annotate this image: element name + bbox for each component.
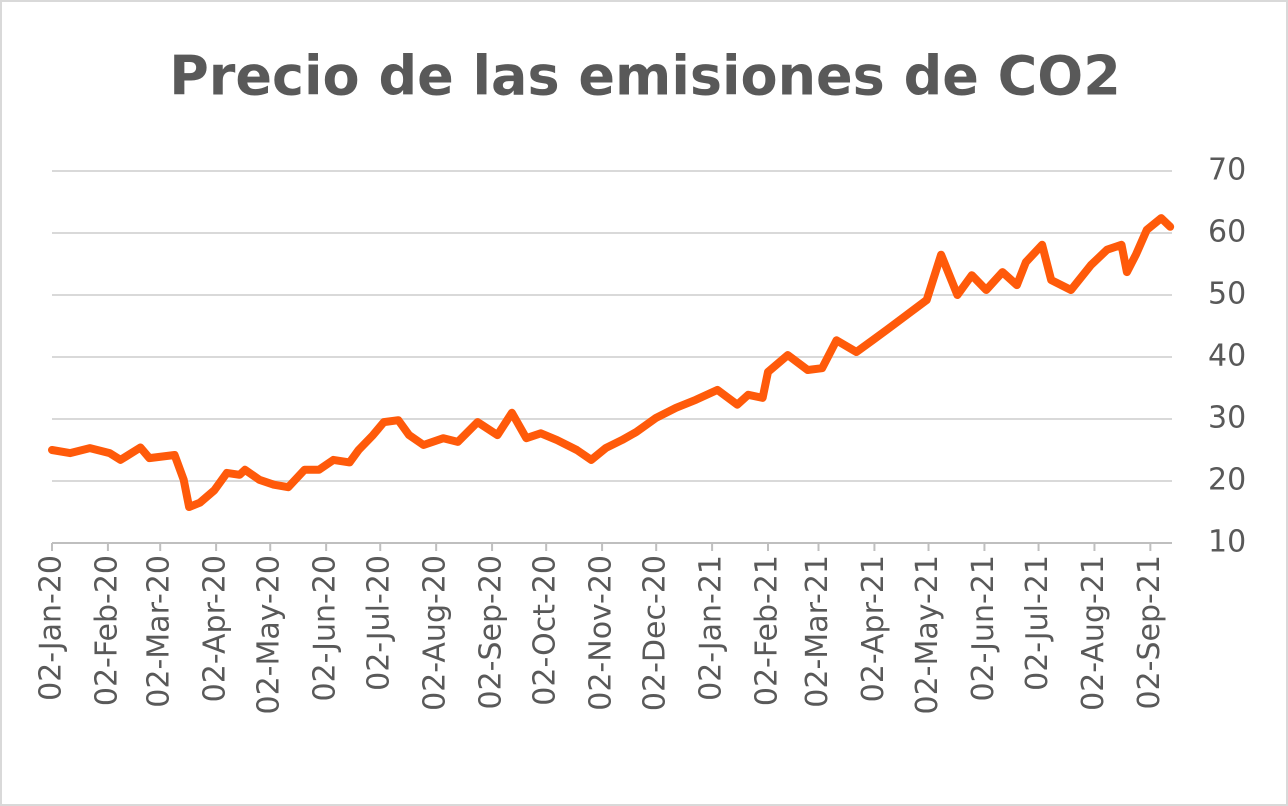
y-tick-label: 10 — [1208, 525, 1246, 560]
x-tick-label: 02-Feb-20 — [89, 555, 124, 706]
y-tick-label: 20 — [1208, 463, 1246, 498]
line-series — [48, 214, 1175, 511]
y-tick-label: 60 — [1208, 215, 1246, 250]
x-tick-label: 02-Mar-21 — [800, 555, 835, 708]
x-tick-label: 02-Sep-20 — [474, 555, 509, 710]
x-tick-label: 02-Jul-21 — [1020, 555, 1055, 691]
x-tick-label: 02-Jan-20 — [34, 555, 69, 701]
x-tick-label: 02-Aug-21 — [1076, 555, 1111, 711]
x-tick-label: 02-Mar-20 — [142, 555, 177, 708]
x-tick-label: 02-May-21 — [910, 555, 945, 715]
x-tick-label: 02-May-20 — [252, 555, 287, 715]
x-tick-label: 02-Sep-21 — [1132, 555, 1167, 710]
x-tick-label: 02-Jul-20 — [362, 555, 397, 691]
x-tick-label: 02-Jun-21 — [966, 555, 1001, 702]
chart-title: Precio de las emisiones de CO2 — [169, 45, 1121, 108]
y-tick-label: 30 — [1208, 401, 1246, 436]
x-tick-label: 02-Apr-21 — [856, 555, 891, 702]
x-tick-label: 02-Nov-20 — [584, 555, 619, 711]
x-tick-label: 02-Feb-21 — [750, 555, 785, 706]
x-tick-label: 02-Jan-21 — [694, 555, 729, 701]
x-tick-label: 02-Oct-20 — [528, 555, 563, 706]
x-tick-label: 02-Jun-20 — [308, 555, 343, 702]
x-tick-label: 02-Apr-20 — [198, 555, 233, 702]
y-tick-label: 50 — [1208, 277, 1246, 312]
y-tick-label: 40 — [1208, 339, 1246, 374]
x-tick-label: 02-Dec-20 — [638, 555, 673, 711]
y-tick-label: 70 — [1208, 153, 1246, 188]
x-tick-label: 02-Aug-20 — [418, 555, 453, 711]
